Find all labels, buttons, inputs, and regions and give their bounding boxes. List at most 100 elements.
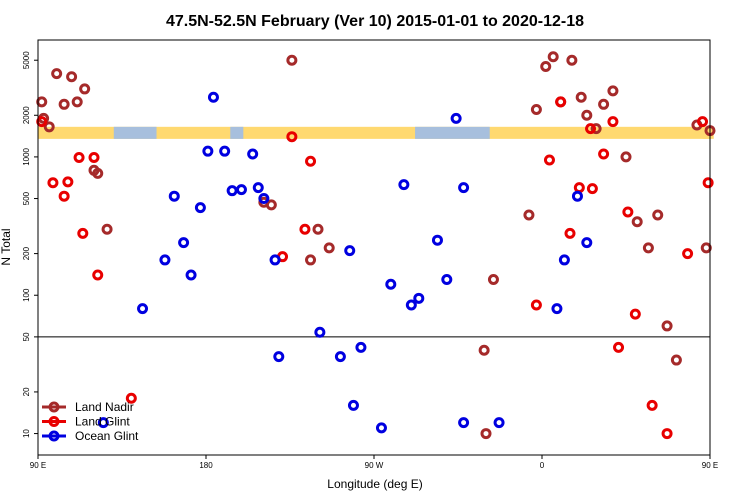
y-tick-label: 20	[22, 387, 31, 396]
point-land-nadir	[487, 273, 499, 285]
point-land-glint	[88, 152, 100, 164]
point-ocean-glint	[375, 422, 387, 434]
point-land-nadir	[566, 54, 578, 66]
point-land-nadir	[670, 354, 682, 366]
point-land-nadir	[661, 320, 673, 332]
point-land-nadir	[642, 242, 654, 254]
point-land-nadir	[36, 96, 48, 108]
y-tick-label: 200	[22, 246, 31, 260]
point-ocean-glint	[493, 417, 505, 429]
point-ocean-glint	[252, 182, 264, 194]
point-land-nadir	[581, 109, 593, 121]
point-ocean-glint	[137, 303, 149, 315]
x-tick-label: 180	[199, 461, 213, 470]
point-land-glint	[47, 177, 59, 189]
map-ocean	[113, 126, 157, 139]
x-axis-label: Longitude (deg E)	[327, 477, 422, 491]
point-ocean-glint	[431, 234, 443, 246]
x-tick-label: 0	[540, 461, 545, 470]
point-land-glint	[585, 123, 597, 135]
x-axis: 90 E 180 90 W 0 90 E	[30, 455, 718, 470]
point-ocean-glint	[235, 184, 247, 196]
point-land-nadir	[575, 91, 587, 103]
point-ocean-glint	[97, 417, 109, 429]
point-ocean-glint	[178, 237, 190, 249]
point-land-glint	[299, 223, 311, 235]
point-ocean-glint	[247, 148, 259, 160]
point-land-nadir	[286, 54, 298, 66]
point-land-glint	[73, 152, 85, 164]
point-land-glint	[661, 428, 673, 440]
x-tick-label: 90 W	[365, 461, 384, 470]
point-ocean-glint	[226, 185, 238, 197]
point-land-glint	[305, 155, 317, 167]
point-land-nadir	[51, 68, 63, 80]
point-ocean-glint	[398, 179, 410, 191]
point-land-glint	[543, 154, 555, 166]
point-land-nadir	[66, 71, 78, 83]
point-land-glint	[646, 399, 658, 411]
point-land-glint	[598, 148, 610, 160]
point-land-nadir	[58, 98, 70, 110]
point-land-nadir	[305, 254, 317, 266]
x-tick-label: 90 E	[30, 461, 46, 470]
point-land-glint	[622, 206, 634, 218]
point-ocean-glint	[385, 278, 397, 290]
point-ocean-glint	[581, 237, 593, 249]
point-land-nadir	[547, 51, 559, 63]
point-land-nadir	[478, 344, 490, 356]
legend-entry: Land Glint	[42, 415, 130, 429]
point-land-nadir	[523, 209, 535, 221]
point-ocean-glint	[458, 417, 470, 429]
point-land-glint	[682, 248, 694, 260]
point-ocean-glint	[194, 202, 206, 214]
point-ocean-glint	[258, 193, 270, 205]
point-land-nadir	[631, 216, 643, 228]
point-land-nadir	[265, 199, 277, 211]
point-land-nadir	[652, 209, 664, 221]
y-tick-label: 500	[22, 191, 31, 205]
point-ocean-glint	[334, 351, 346, 363]
y-tick-label: 2000	[22, 106, 31, 124]
point-ocean-glint	[571, 190, 583, 202]
point-ocean-glint	[185, 269, 197, 281]
point-land-glint	[613, 341, 625, 353]
point-land-nadir	[79, 83, 91, 95]
point-land-nadir	[480, 428, 492, 440]
legend-label: Land Nadir	[75, 400, 134, 414]
plot-frame	[37, 39, 711, 456]
point-land-glint	[62, 176, 74, 188]
map-strip	[38, 126, 714, 139]
point-land-nadir	[71, 96, 83, 108]
point-land-glint	[586, 183, 598, 195]
series-land-nadir	[36, 51, 716, 440]
point-land-glint	[573, 182, 585, 194]
point-ocean-glint	[551, 303, 563, 315]
point-land-glint	[58, 190, 70, 202]
series-ocean-glint	[97, 91, 593, 434]
point-land-nadir	[312, 223, 324, 235]
map-ocean	[415, 126, 490, 139]
legend-marker	[48, 416, 60, 427]
point-land-glint	[77, 227, 89, 239]
point-land-nadir	[590, 123, 602, 135]
point-ocean-glint	[314, 326, 326, 338]
point-land-glint	[555, 96, 567, 108]
data-points	[36, 51, 716, 440]
point-land-nadir	[101, 223, 113, 235]
y-tick-label: 100	[22, 288, 31, 302]
point-land-nadir	[607, 85, 619, 97]
y-tick-label: 1000	[22, 147, 31, 165]
point-land-glint	[564, 227, 576, 239]
point-ocean-glint	[405, 299, 417, 311]
point-ocean-glint	[269, 254, 281, 266]
point-ocean-glint	[202, 145, 214, 157]
point-ocean-glint	[355, 341, 367, 353]
x-tick-label: 90 E	[702, 461, 718, 470]
point-ocean-glint	[344, 245, 356, 257]
point-land-glint	[92, 269, 104, 281]
y-tick-label: 5000	[22, 51, 31, 69]
y-tick-label: 10	[22, 429, 31, 438]
